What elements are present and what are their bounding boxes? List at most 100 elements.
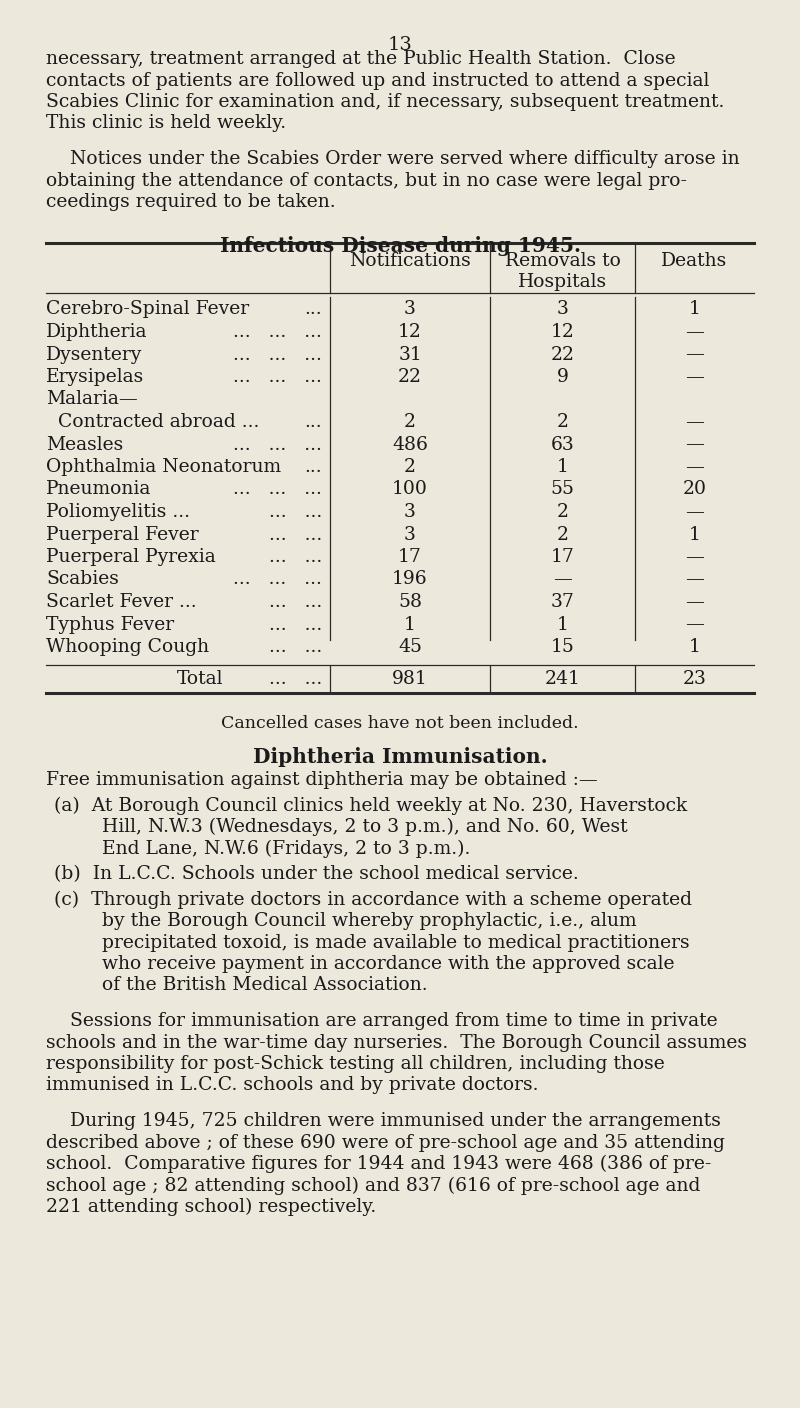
Text: —: — — [685, 548, 704, 566]
Text: Malaria—: Malaria— — [46, 390, 138, 408]
Text: —: — — [553, 570, 572, 589]
Text: —: — — [685, 593, 704, 611]
Text: 13: 13 — [387, 37, 413, 54]
Text: (b)  In L.C.C. Schools under the school medical service.: (b) In L.C.C. Schools under the school m… — [54, 865, 578, 883]
Text: school.  Comparative figures for 1944 and 1943 were 468 (386 of pre-: school. Comparative figures for 1944 and… — [46, 1155, 711, 1173]
Text: 1: 1 — [557, 615, 569, 634]
Text: 31: 31 — [398, 345, 422, 363]
Text: —: — — [685, 615, 704, 634]
Text: Notifications: Notifications — [349, 252, 471, 270]
Text: ...   ...   ...: ... ... ... — [233, 322, 322, 341]
Text: 20: 20 — [682, 480, 706, 498]
Text: ...   ...   ...: ... ... ... — [233, 570, 322, 589]
Text: schools and in the war-time day nurseries.  The Borough Council assumes: schools and in the war-time day nurserie… — [46, 1033, 747, 1052]
Text: 486: 486 — [392, 435, 428, 453]
Text: 15: 15 — [550, 638, 574, 656]
Text: necessary, treatment arranged at the Public Health Station.  Close: necessary, treatment arranged at the Pub… — [46, 51, 676, 68]
Text: 55: 55 — [550, 480, 574, 498]
Text: ...   ...   ...: ... ... ... — [233, 480, 322, 498]
Text: Contracted abroad ...: Contracted abroad ... — [46, 413, 259, 431]
Text: 3: 3 — [404, 503, 416, 521]
Text: ...   ...: ... ... — [269, 593, 322, 611]
Text: Free immunisation against diphtheria may be obtained :—: Free immunisation against diphtheria may… — [46, 772, 598, 788]
Text: 63: 63 — [550, 435, 574, 453]
Text: —: — — [685, 503, 704, 521]
Text: Scabies Clinic for examination and, if necessary, subsequent treatment.: Scabies Clinic for examination and, if n… — [46, 93, 724, 111]
Text: 23: 23 — [682, 670, 706, 689]
Text: 3: 3 — [404, 525, 416, 543]
Text: ...   ...: ... ... — [269, 548, 322, 566]
Text: —: — — [685, 458, 704, 476]
Text: Puerperal Pyrexia: Puerperal Pyrexia — [46, 548, 216, 566]
Text: obtaining the attendance of contacts, but in no case were legal pro-: obtaining the attendance of contacts, bu… — [46, 172, 687, 190]
Text: Total: Total — [177, 670, 223, 689]
Text: 12: 12 — [398, 322, 422, 341]
Text: ...   ...   ...: ... ... ... — [233, 345, 322, 363]
Text: —: — — [685, 570, 704, 589]
Text: 22: 22 — [550, 345, 574, 363]
Text: Typhus Fever: Typhus Fever — [46, 615, 174, 634]
Text: Measles: Measles — [46, 435, 123, 453]
Text: —: — — [685, 413, 704, 431]
Text: 3: 3 — [404, 300, 416, 318]
Text: 12: 12 — [550, 322, 574, 341]
Text: —: — — [685, 367, 704, 386]
Text: 1: 1 — [557, 458, 569, 476]
Text: ...   ...: ... ... — [269, 503, 322, 521]
Text: ...   ...: ... ... — [269, 670, 322, 689]
Text: 100: 100 — [392, 480, 428, 498]
Text: 241: 241 — [545, 670, 581, 689]
Text: Deaths: Deaths — [662, 252, 728, 270]
Text: 2: 2 — [404, 413, 416, 431]
Text: 17: 17 — [550, 548, 574, 566]
Text: Pneumonia: Pneumonia — [46, 480, 151, 498]
Text: —: — — [685, 435, 704, 453]
Text: 1: 1 — [689, 638, 701, 656]
Text: This clinic is held weekly.: This clinic is held weekly. — [46, 114, 286, 132]
Text: responsibility for post-Schick testing all children, including those: responsibility for post-Schick testing a… — [46, 1055, 665, 1073]
Text: Dysentery: Dysentery — [46, 345, 142, 363]
Text: 37: 37 — [550, 593, 574, 611]
Text: 221 attending school) respectively.: 221 attending school) respectively. — [46, 1198, 376, 1217]
Text: 2: 2 — [557, 413, 569, 431]
Text: Infectious Disease during 1945.: Infectious Disease during 1945. — [219, 237, 581, 256]
Text: 2: 2 — [557, 503, 569, 521]
Text: 1: 1 — [689, 300, 701, 318]
Text: ...   ...: ... ... — [269, 638, 322, 656]
Text: Cancelled cases have not been included.: Cancelled cases have not been included. — [221, 715, 579, 732]
Text: ...: ... — [304, 300, 322, 318]
Text: ...   ...   ...: ... ... ... — [233, 367, 322, 386]
Text: ceedings required to be taken.: ceedings required to be taken. — [46, 193, 336, 211]
Text: Scarlet Fever ...: Scarlet Fever ... — [46, 593, 197, 611]
Text: 2: 2 — [404, 458, 416, 476]
Text: Erysipelas: Erysipelas — [46, 367, 144, 386]
Text: (c)  Through private doctors in accordance with a scheme operated: (c) Through private doctors in accordanc… — [54, 890, 692, 908]
Text: 981: 981 — [392, 670, 428, 689]
Text: Puerperal Fever: Puerperal Fever — [46, 525, 198, 543]
Text: Cerebro-Spinal Fever: Cerebro-Spinal Fever — [46, 300, 249, 318]
Text: —: — — [685, 345, 704, 363]
Text: 3: 3 — [557, 300, 569, 318]
Text: Scabies: Scabies — [46, 570, 119, 589]
Text: ...   ...   ...: ... ... ... — [233, 435, 322, 453]
Text: school age ; 82 attending school) and 837 (616 of pre-school age and: school age ; 82 attending school) and 83… — [46, 1177, 700, 1195]
Text: Whooping Cough: Whooping Cough — [46, 638, 209, 656]
Text: Ophthalmia Neonatorum: Ophthalmia Neonatorum — [46, 458, 281, 476]
Text: precipitated toxoid, is made available to medical practitioners: precipitated toxoid, is made available t… — [54, 934, 690, 952]
Text: described above ; of these 690 were of pre-school age and 35 attending: described above ; of these 690 were of p… — [46, 1133, 725, 1152]
Text: ...: ... — [304, 458, 322, 476]
Text: 45: 45 — [398, 638, 422, 656]
Text: contacts of patients are followed up and instructed to attend a special: contacts of patients are followed up and… — [46, 72, 710, 90]
Text: by the Borough Council whereby prophylactic, i.e., alum: by the Borough Council whereby prophylac… — [54, 912, 637, 931]
Text: 58: 58 — [398, 593, 422, 611]
Text: Poliomyelitis ...: Poliomyelitis ... — [46, 503, 190, 521]
Text: Diphtheria Immunisation.: Diphtheria Immunisation. — [253, 748, 547, 767]
Text: 2: 2 — [557, 525, 569, 543]
Text: Hill, N.W.3 (Wednesdays, 2 to 3 p.m.), and No. 60, West: Hill, N.W.3 (Wednesdays, 2 to 3 p.m.), a… — [54, 818, 628, 836]
Text: (a)  At Borough Council clinics held weekly at No. 230, Haverstock: (a) At Borough Council clinics held week… — [54, 797, 687, 815]
Text: End Lane, N.W.6 (Fridays, 2 to 3 p.m.).: End Lane, N.W.6 (Fridays, 2 to 3 p.m.). — [54, 839, 470, 857]
Text: 9: 9 — [557, 367, 569, 386]
Text: immunised in L.C.C. schools and by private doctors.: immunised in L.C.C. schools and by priva… — [46, 1077, 538, 1094]
Text: ...   ...: ... ... — [269, 615, 322, 634]
Text: Removals to
Hospitals: Removals to Hospitals — [505, 252, 621, 291]
